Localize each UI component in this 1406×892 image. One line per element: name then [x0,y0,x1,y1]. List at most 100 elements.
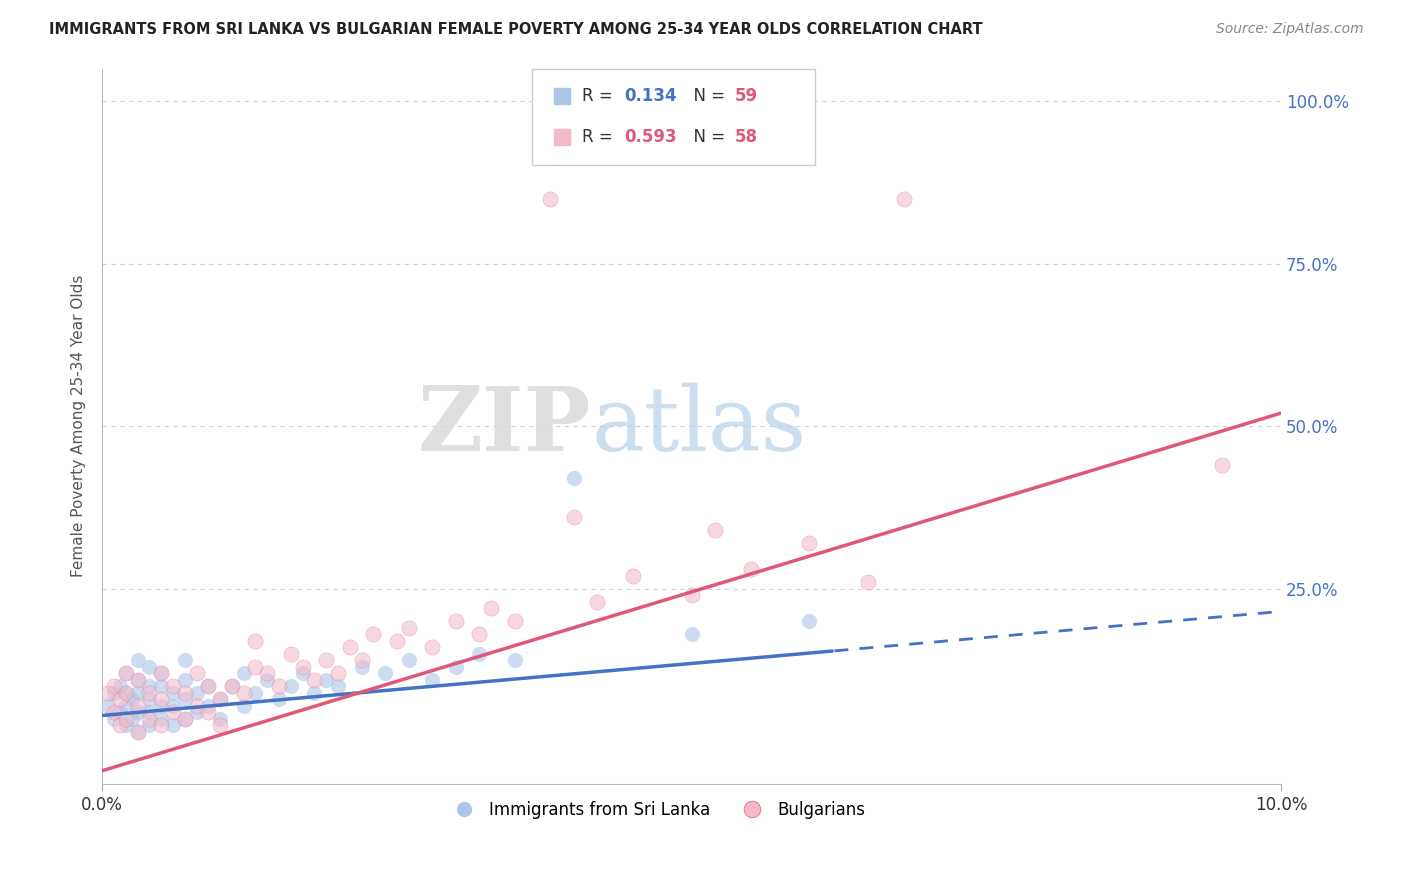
Point [221,679,243,693]
Point [420,673,443,687]
Point [173,686,195,700]
Point [103,679,125,693]
Text: Source: ZipAtlas.com: Source: ZipAtlas.com [1216,22,1364,37]
Text: 59: 59 [735,87,758,105]
Point [127,698,149,713]
Point [186,698,208,713]
Point [503,653,526,667]
Point [150,718,173,732]
Point [420,640,443,655]
Point [304,673,326,687]
Point [326,679,349,693]
Point [586,595,609,609]
Point [138,659,160,673]
Point [315,673,337,687]
Point [339,640,361,655]
Point [444,614,467,628]
Point [108,679,131,693]
Point [740,562,762,576]
Point [197,705,219,719]
Point [138,686,160,700]
Point [363,627,385,641]
Point [291,659,314,673]
Point [197,679,219,693]
Point [799,536,821,550]
Text: 58: 58 [735,128,758,146]
Point [280,679,302,693]
Point [114,686,136,700]
Point [97,686,120,700]
Point [173,712,195,726]
Text: 0.593: 0.593 [624,128,678,146]
Point [245,633,267,648]
Point [150,679,173,693]
Point [479,601,502,615]
Point [444,659,467,673]
Point [681,588,703,602]
Point [209,718,232,732]
Point [1211,458,1233,472]
Point [704,523,727,537]
Point [304,686,326,700]
Point [127,653,149,667]
Point [127,724,149,739]
Point [103,686,125,700]
Point [209,692,232,706]
Point [503,614,526,628]
Point [621,568,644,582]
Point [291,666,314,681]
Point [108,718,131,732]
Point [173,673,195,687]
Point [209,712,232,726]
Point [468,627,491,641]
Point [127,724,149,739]
Point [173,653,195,667]
Text: N =: N = [683,128,731,146]
Point [121,692,143,706]
Point [562,471,585,485]
FancyBboxPatch shape [533,69,815,165]
Point [315,653,337,667]
Text: N =: N = [683,87,731,105]
Point [162,698,184,713]
Legend: Immigrants from Sri Lanka, Bulgarians: Immigrants from Sri Lanka, Bulgarians [440,794,872,825]
Point [350,653,373,667]
Point [398,621,420,635]
Text: R =: R = [582,87,619,105]
Point [114,686,136,700]
Point [858,575,880,590]
Point [538,192,561,206]
Point [245,686,267,700]
Point [108,692,131,706]
Point [127,686,149,700]
Point [103,705,125,719]
Point [114,712,136,726]
Point [103,712,125,726]
Point [186,705,208,719]
Point [150,666,173,681]
Point [138,712,160,726]
Point [114,718,136,732]
Point [186,686,208,700]
Point [138,718,160,732]
Point [562,510,585,524]
Point [162,718,184,732]
Text: ZIP: ZIP [418,383,592,469]
Point [162,705,184,719]
Point [138,705,160,719]
Point [150,666,173,681]
Point [121,712,143,726]
Point [326,666,349,681]
Point [97,698,120,713]
Y-axis label: Female Poverty Among 25-34 Year Olds: Female Poverty Among 25-34 Year Olds [72,275,86,577]
Point [398,653,420,667]
Point [150,712,173,726]
Point [681,627,703,641]
Point [209,692,232,706]
Point [221,679,243,693]
Point [197,679,219,693]
Point [267,692,290,706]
Point [150,698,173,713]
Point [232,686,254,700]
Point [245,659,267,673]
